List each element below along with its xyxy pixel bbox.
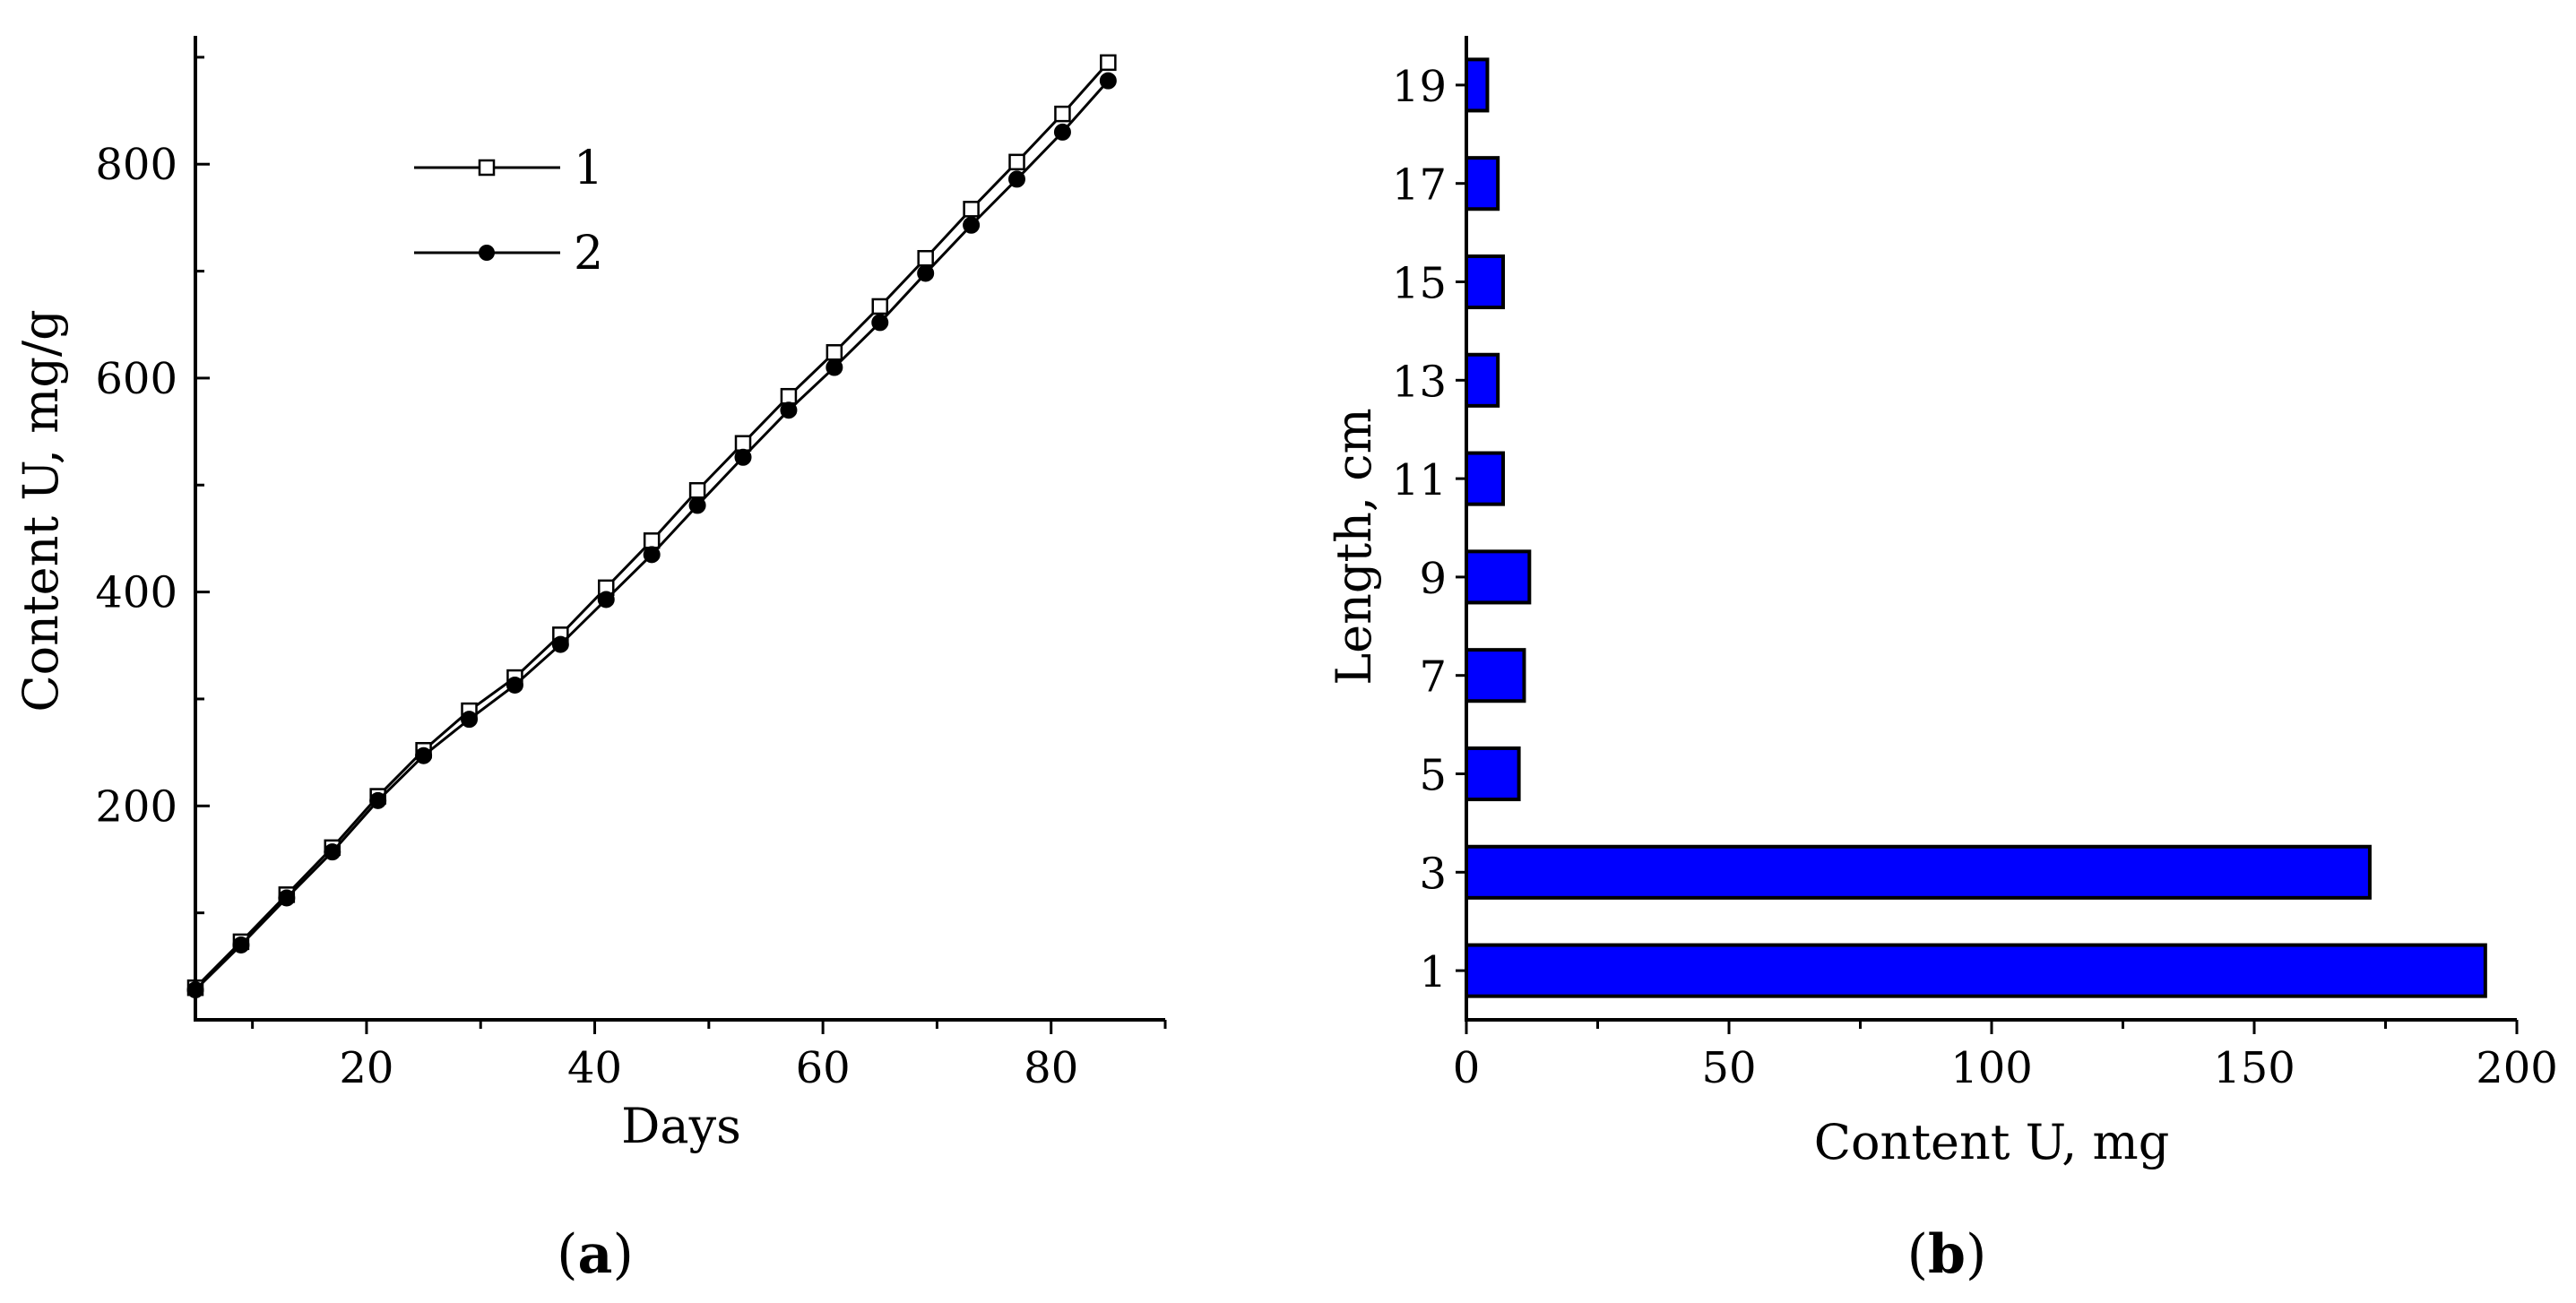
bar-length-13	[1465, 352, 1500, 408]
chart-b-x-tick-label: 200	[2476, 1043, 2558, 1093]
series-2-point	[551, 635, 569, 653]
series-1-point	[917, 249, 934, 267]
chart-a-y-tick-label: 600	[95, 354, 177, 404]
series-2-point	[461, 711, 479, 729]
series-2-point	[643, 546, 661, 564]
chart-b-y-tick-label: 9	[1419, 554, 1447, 604]
chart-b-x-tick-label: 50	[1701, 1043, 1756, 1093]
series-2-point	[688, 496, 706, 514]
series-2-point	[506, 676, 523, 694]
series-2-point	[1053, 123, 1071, 141]
chart-b-xlabel: Content U, mg	[1814, 1114, 2170, 1170]
chart-a-y-tick-label: 400	[95, 568, 177, 618]
chart-b-y-tick-label: 15	[1392, 259, 1447, 309]
chart-b-bars	[1465, 57, 2487, 998]
chart-a-ylabel: Content U, mg/g	[13, 309, 69, 712]
legend-item-1: 1	[414, 142, 603, 195]
chart-b-y-tick-label: 13	[1392, 357, 1447, 407]
series-1-point	[1008, 153, 1025, 171]
panel-label-a-open: (	[557, 1223, 577, 1286]
series-2-point	[415, 746, 433, 764]
series-1-point	[1054, 105, 1071, 123]
bar-length-5	[1465, 746, 1521, 802]
series-1-point	[643, 532, 661, 549]
series-2-point	[369, 791, 387, 809]
panel-label-b-open: (	[1907, 1223, 1928, 1286]
series-2-point	[963, 216, 981, 234]
series-2-point	[1099, 72, 1117, 90]
chart-b-y-tick-label: 3	[1419, 849, 1447, 899]
chart-b-y-tick-label: 11	[1392, 455, 1447, 505]
chart-b-y-tick-label: 1	[1419, 947, 1447, 997]
series-1-point	[871, 298, 889, 315]
legend-label-1: 1	[574, 142, 603, 195]
bar-length-1	[1465, 943, 2487, 998]
panel-label-a-letter: a	[578, 1223, 613, 1286]
series-2-point	[324, 843, 341, 861]
series-2-point	[278, 889, 296, 907]
legend-item-2: 2	[414, 227, 603, 280]
legend-marker-2	[479, 245, 495, 261]
series-2-point	[1008, 170, 1026, 188]
series-1-point	[826, 344, 843, 361]
panel-label-a: (a)	[557, 1223, 634, 1286]
bar-length-15	[1465, 254, 1506, 310]
series-2-point	[232, 936, 250, 954]
series-1-point	[1100, 54, 1117, 72]
series-1-point	[780, 387, 798, 405]
bar-length-3	[1465, 844, 2372, 900]
series-2-point	[597, 591, 615, 608]
bar-length-11	[1465, 451, 1506, 506]
chart-a-series	[186, 54, 1117, 999]
chart-b-y-tick-label: 19	[1392, 62, 1447, 112]
series-2-point	[780, 401, 798, 419]
panel-label-b-close: )	[1966, 1223, 1986, 1286]
chart-a-y-tick-label: 800	[95, 140, 177, 190]
panel-label-b-letter: b	[1928, 1223, 1966, 1286]
bar-length-7	[1465, 648, 1526, 703]
chart-a-x-tick-label: 20	[339, 1043, 393, 1093]
chart-a-x-tick-label: 60	[796, 1043, 851, 1093]
series-1-point	[734, 435, 752, 452]
chart-a-ticks: 20 40 60 80 200 400 600 800	[95, 56, 1167, 1093]
series-2-point	[917, 264, 935, 282]
series-1-point	[963, 201, 980, 218]
bar-length-17	[1465, 156, 1500, 211]
chart-a-legend: 12	[414, 142, 603, 280]
bar-length-19	[1465, 57, 1490, 113]
panel-label-b: (b)	[1907, 1223, 1987, 1286]
chart-b-x-tick-label: 0	[1453, 1043, 1481, 1093]
chart-b-y-tick-label: 5	[1419, 751, 1447, 801]
series-2-point	[186, 981, 204, 999]
series-2-point	[826, 358, 843, 376]
chart-b-y-tick-label: 17	[1392, 160, 1447, 211]
chart-b-y-tick-label: 7	[1419, 652, 1447, 703]
legend-label-2: 2	[574, 227, 603, 280]
chart-a-x-tick-label: 80	[1024, 1043, 1078, 1093]
chart-a-axes	[194, 36, 1165, 1022]
chart-b-x-tick-label: 100	[1950, 1043, 2033, 1093]
chart-a-xlabel: Days	[621, 1098, 741, 1154]
panel-label-a-close: )	[612, 1223, 633, 1286]
chart-a-y-tick-label: 200	[95, 781, 177, 832]
series-2	[186, 72, 1117, 999]
series-1-point	[688, 481, 706, 499]
chart-a-x-tick-label: 40	[567, 1043, 622, 1093]
bar-length-9	[1465, 549, 1532, 605]
legend-marker-1	[478, 159, 496, 177]
chart-b-x-tick-label: 150	[2213, 1043, 2295, 1093]
series-2-point	[734, 448, 752, 466]
series-2-point	[871, 314, 889, 332]
chart-b-ylabel: Length, cm	[1326, 408, 1382, 685]
